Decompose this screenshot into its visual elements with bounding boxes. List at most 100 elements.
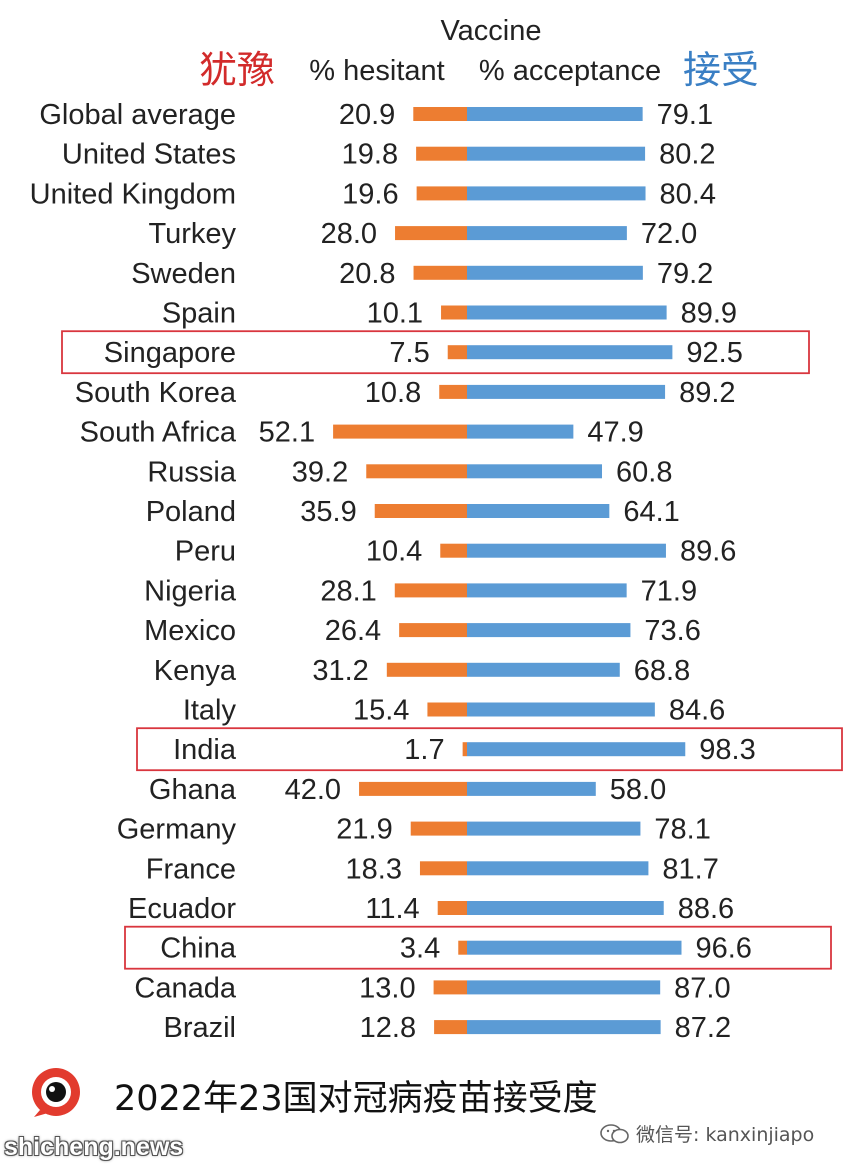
hesitant-bar (447, 345, 467, 360)
chart-row: Peru 10.4 89.6 (175, 536, 737, 568)
hesitant-value: 19.8 (342, 139, 398, 171)
hesitant-value: 1.7 (404, 734, 444, 766)
hesitant-bar (437, 901, 467, 915)
acceptance-value: 89.9 (681, 298, 737, 330)
country-label: Peru (175, 536, 236, 568)
hesitant-bar (366, 464, 467, 479)
hesitant-value: 39.2 (292, 456, 348, 488)
hesitant-bar (434, 1020, 467, 1035)
chart-row: Spain 10.1 89.9 (162, 298, 737, 330)
hesitant-bar (386, 662, 467, 677)
country-label: South Korea (75, 377, 237, 409)
hesitant-bar (458, 940, 467, 955)
country-label: Germany (117, 814, 237, 846)
hesitant-value: 18.3 (346, 853, 402, 885)
hesitant-bar (395, 226, 467, 241)
country-label: Singapore (104, 337, 236, 369)
hesitant-bar (410, 821, 467, 836)
hesitant-bar (399, 623, 467, 638)
acceptance-value: 72.0 (641, 218, 697, 250)
acceptance-bar (467, 345, 673, 360)
hesitant-bar (359, 781, 467, 796)
acceptance-value: 71.9 (641, 575, 697, 607)
hesitant-value: 3.4 (400, 933, 440, 965)
wechat-id: 微信号: kanxinjiapo (600, 1120, 814, 1147)
country-label: India (173, 734, 237, 766)
hesitant-value: 20.9 (339, 99, 395, 131)
acceptance-bar (467, 901, 664, 915)
chart-row: Germany 21.9 78.1 (117, 814, 711, 846)
acceptance-bar (467, 424, 574, 439)
chart-rows: Global average 20.9 79.1 United States 19.8 8… (30, 99, 843, 1044)
acceptance-bar (467, 940, 682, 955)
hesitant-bar (333, 424, 467, 439)
acceptance-bar (467, 384, 666, 399)
acceptance-value: 89.2 (679, 377, 735, 409)
chart-row: United Kingdom 19.6 80.4 (30, 178, 716, 210)
hesitant-value: 11.4 (365, 893, 419, 925)
hesitant-value: 12.8 (360, 1012, 416, 1044)
chart-row: Turkey 28.0 72.0 (148, 218, 697, 250)
country-label: Ghana (149, 774, 237, 806)
hesitant-value: 7.5 (389, 337, 429, 369)
chart-row: Canada 13.0 87.0 (134, 972, 730, 1004)
chart-row: Singapore 7.5 92.5 (61, 330, 810, 375)
acceptance-bar (467, 742, 686, 757)
acceptance-value: 88.6 (678, 893, 734, 925)
acceptance-bar (467, 861, 649, 876)
footer-caption: 2022年23国对冠病疫苗接受度 (114, 1079, 598, 1119)
country-label: Global average (39, 99, 236, 131)
hesitant-value: 21.9 (336, 814, 392, 846)
acceptance-value: 81.7 (662, 853, 718, 885)
hesitant-bar (462, 742, 467, 757)
country-label: France (146, 853, 236, 885)
acceptance-value: 64.1 (623, 496, 679, 528)
acceptance-value: 73.6 (644, 615, 700, 647)
acceptance-value: 87.2 (675, 1012, 731, 1044)
acceptance-bar (467, 107, 643, 121)
hesitant-header: % hesitant (309, 55, 444, 87)
country-label: Nigeria (144, 575, 237, 607)
acceptance-bar (467, 1020, 661, 1035)
acceptance-header: % acceptance (479, 55, 661, 87)
chart-row: Ecuador 11.4 88.6 (128, 893, 734, 925)
acceptance-value: 58.0 (610, 774, 666, 806)
acceptance-bar (467, 821, 641, 836)
country-label: Brazil (163, 1012, 236, 1044)
acceptance-bar (467, 464, 603, 479)
hesitant-bar (419, 861, 467, 876)
acceptance-value: 68.8 (634, 655, 690, 687)
hesitant-bar (374, 504, 467, 518)
wechat-label: 微信号: kanxinjiapo (636, 1124, 815, 1146)
brand-watermark: shicheng.news (4, 1133, 184, 1161)
vaccine-header: Vaccine (440, 15, 541, 47)
acceptance-bar (467, 583, 627, 598)
country-label: Italy (183, 695, 237, 727)
chart-row: Ghana 42.0 58.0 (149, 774, 666, 806)
vaccine-chart: Vaccine 犹豫 % hesitant % acceptance 接受 Gl… (30, 15, 843, 1044)
acceptance-bar (467, 186, 646, 201)
country-label: United States (62, 139, 236, 171)
hesitant-value: 13.0 (359, 972, 415, 1004)
chart-row: France 18.3 81.7 (146, 853, 719, 885)
hesitant-bar (440, 543, 467, 558)
acceptance-value: 79.1 (657, 99, 713, 131)
acceptance-value: 80.2 (659, 139, 715, 171)
chart-row: Mexico 26.4 73.6 (144, 615, 701, 647)
hesitant-bar (416, 146, 467, 161)
chart-row: Kenya 31.2 68.8 (154, 655, 690, 687)
hesitant-value: 20.8 (339, 258, 395, 290)
acceptance-cn-label: 接受 (683, 48, 759, 92)
acceptance-bar (467, 226, 627, 241)
hesitant-value: 15.4 (353, 695, 409, 727)
highlight-box (61, 330, 810, 375)
hesitant-value: 10.4 (366, 536, 422, 568)
chart-row: South Africa 52.1 47.9 (80, 417, 644, 449)
chart-row: Nigeria 28.1 71.9 (144, 575, 697, 607)
hesitant-value: 42.0 (285, 774, 341, 806)
country-label: Canada (134, 972, 236, 1004)
country-label: United Kingdom (30, 178, 236, 210)
hesitant-cn-label: 犹豫 (199, 48, 275, 92)
chart-row: Sweden 20.8 79.2 (131, 258, 713, 290)
hesitant-bar (416, 186, 467, 201)
